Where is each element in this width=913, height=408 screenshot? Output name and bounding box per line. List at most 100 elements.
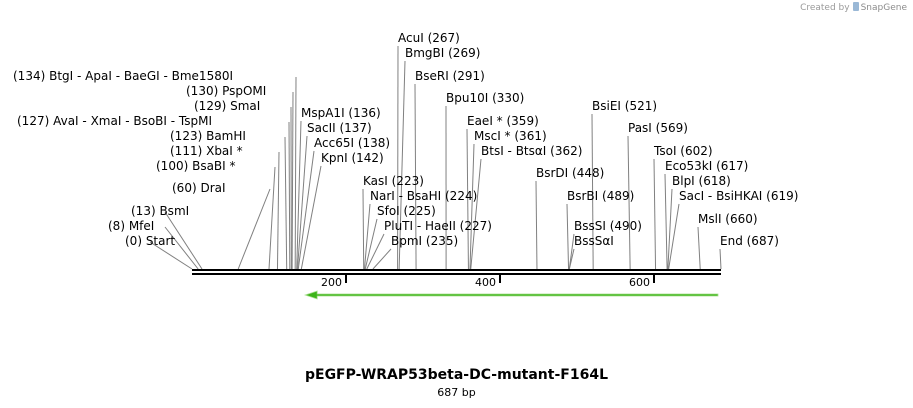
feature-arrow[interactable] <box>303 290 719 300</box>
enzyme-name: EaeI * <box>467 114 503 128</box>
enzyme-name: SfoI <box>377 204 400 218</box>
site-label-bamhi[interactable]: (123) BamHI <box>170 129 246 143</box>
site-label-tsoi[interactable]: TsoI (602) <box>653 144 713 158</box>
leader-line-pluti <box>366 233 385 270</box>
enzyme-name: AvaI <box>53 114 79 128</box>
tick-label-600: 600 <box>629 276 650 289</box>
site-label-bpmi[interactable]: BpmI (235) <box>391 234 458 248</box>
site-label-mfei[interactable]: (8) MfeI <box>108 219 154 233</box>
site-label-bsmi[interactable]: (13) BsmI <box>131 204 189 218</box>
site-label-bsssi[interactable]: BssSI (490) <box>574 219 642 233</box>
leader-line-nari <box>363 203 371 270</box>
site-position: (224) <box>441 189 477 203</box>
site-label-bsrdi[interactable]: BsrDI (448) <box>536 166 604 180</box>
enzyme-name: MscI * <box>474 129 511 143</box>
site-label-nari[interactable]: NarI - BsaHI (224) <box>370 189 477 203</box>
leader-line-avai <box>288 121 291 270</box>
site-position: (137) <box>336 121 372 135</box>
site-position: (142) <box>348 151 384 165</box>
leader-line-start <box>149 241 193 270</box>
enzyme-name: BsoBI <box>133 114 167 128</box>
site-label-acui[interactable]: AcuI (267) <box>398 31 460 45</box>
tick-label-400: 400 <box>475 276 496 289</box>
site-label-btsi[interactable]: BtsI - BtsαI (362) <box>481 144 582 158</box>
site-position: (362) <box>546 144 582 158</box>
leader-line-bsiei <box>591 113 594 270</box>
site-label-msli[interactable]: MslI (660) <box>698 212 758 226</box>
site-label-bsss-i[interactable]: BssSαI <box>574 234 614 248</box>
leader-line-sfoi <box>364 218 378 270</box>
enzyme-name: SacI <box>679 189 704 203</box>
site-position: (359) <box>503 114 539 128</box>
enzyme-name: NarI <box>370 189 395 203</box>
enzyme-name: Acc65I <box>314 136 354 150</box>
site-position: (8) <box>108 219 129 233</box>
leader-line-drai <box>237 188 271 270</box>
site-label-saci[interactable]: SacI - BsiHKAI (619) <box>679 189 798 203</box>
site-label-pluti[interactable]: PluTI - HaeII (227) <box>384 219 492 233</box>
site-position: (330) <box>488 91 524 105</box>
leader-line-pasi <box>627 135 631 270</box>
site-label-sacii[interactable]: SacII (137) <box>307 121 372 135</box>
site-label-eaei[interactable]: EaeI * (359) <box>467 114 539 128</box>
name-separator: - <box>504 144 516 158</box>
site-label-mspa1i[interactable]: MspA1I (136) <box>301 106 381 120</box>
enzyme-name: ApaI <box>85 69 112 83</box>
site-label-bmgbi[interactable]: BmgBI (269) <box>405 46 480 60</box>
site-label-bpu10i[interactable]: Bpu10I (330) <box>446 91 524 105</box>
enzyme-name: BtsI <box>481 144 504 158</box>
site-label-blpi[interactable]: BlpI (618) <box>672 174 731 188</box>
leader-line-btsi <box>470 158 482 270</box>
name-separator: - <box>79 114 91 128</box>
enzyme-name: BmgBI <box>405 46 444 60</box>
site-label-bsabi[interactable]: (100) BsaBI * <box>156 159 236 173</box>
leader-line-xbai <box>276 151 280 270</box>
name-separator: - <box>121 114 133 128</box>
site-position: (136) <box>345 106 381 120</box>
leader-line-pspomi <box>291 91 294 270</box>
enzyme-name: PspOMI <box>222 84 266 98</box>
leader-line-bsssi <box>568 233 575 270</box>
site-label-eco53ki[interactable]: Eco53kI (617) <box>665 159 748 173</box>
site-position: (127) <box>17 114 53 128</box>
leader-line-kasi <box>362 188 365 270</box>
site-label-kpni[interactable]: KpnI (142) <box>321 151 384 165</box>
enzyme-name: BsrBI <box>567 189 598 203</box>
site-label-drai[interactable]: (60) DraI <box>172 181 226 195</box>
site-label-pspomi[interactable]: (130) PspOMI <box>186 84 266 98</box>
site-label-sfoi[interactable]: SfoI (225) <box>377 204 436 218</box>
site-label-avai[interactable]: (127) AvaI - XmaI - BsoBI - TspMI <box>17 114 212 128</box>
site-position: (602) <box>676 144 712 158</box>
site-label-bseri[interactable]: BseRI (291) <box>415 69 485 83</box>
site-label-end[interactable]: End (687) <box>720 234 779 248</box>
enzyme-name: BsiHKAI <box>716 189 762 203</box>
enzyme-name: Bme1580I <box>172 69 233 83</box>
site-position: (687) <box>743 234 779 248</box>
site-label-pasi[interactable]: PasI (569) <box>628 121 688 135</box>
site-label-acc65i[interactable]: Acc65I (138) <box>314 136 390 150</box>
site-label-kasi[interactable]: KasI (223) <box>363 174 424 188</box>
snapgene-logo-icon <box>852 2 859 11</box>
site-label-xbai[interactable]: (111) XbaI * <box>170 144 243 158</box>
site-label-bsrbi[interactable]: BsrBI (489) <box>567 189 634 203</box>
leader-line-msli <box>697 226 701 270</box>
enzyme-name: BseRI <box>415 69 449 83</box>
site-label-bsiei[interactable]: BsiEI (521) <box>592 99 657 113</box>
site-label-smai[interactable]: (129) SmaI <box>194 99 260 113</box>
site-label-start[interactable]: (0) Start <box>125 234 175 248</box>
site-label-btgi[interactable]: (134) BtgI - ApaI - BaeGI - Bme1580I <box>13 69 233 83</box>
site-position: (521) <box>621 99 657 113</box>
name-separator: - <box>160 69 172 83</box>
leader-line-saci <box>668 203 680 270</box>
site-position: (134) <box>13 69 49 83</box>
site-label-msci[interactable]: MscI * (361) <box>474 129 547 143</box>
enzyme-labels: (0) Start(8) MfeI(13) BsmI (60) DraI (100)… <box>13 31 798 248</box>
name-separator: - <box>167 114 179 128</box>
enzyme-name: MslI <box>698 212 721 226</box>
feature-arrow-shape[interactable] <box>303 290 719 300</box>
site-position: (129) <box>194 99 230 113</box>
enzyme-name: KasI <box>363 174 388 188</box>
site-position: (489) <box>598 189 634 203</box>
enzyme-name: MspA1I <box>301 106 345 120</box>
site-position: (618) <box>695 174 731 188</box>
